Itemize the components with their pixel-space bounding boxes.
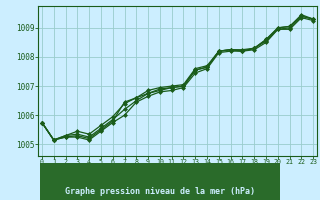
Text: Graphe pression niveau de la mer (hPa): Graphe pression niveau de la mer (hPa) [65, 188, 255, 196]
